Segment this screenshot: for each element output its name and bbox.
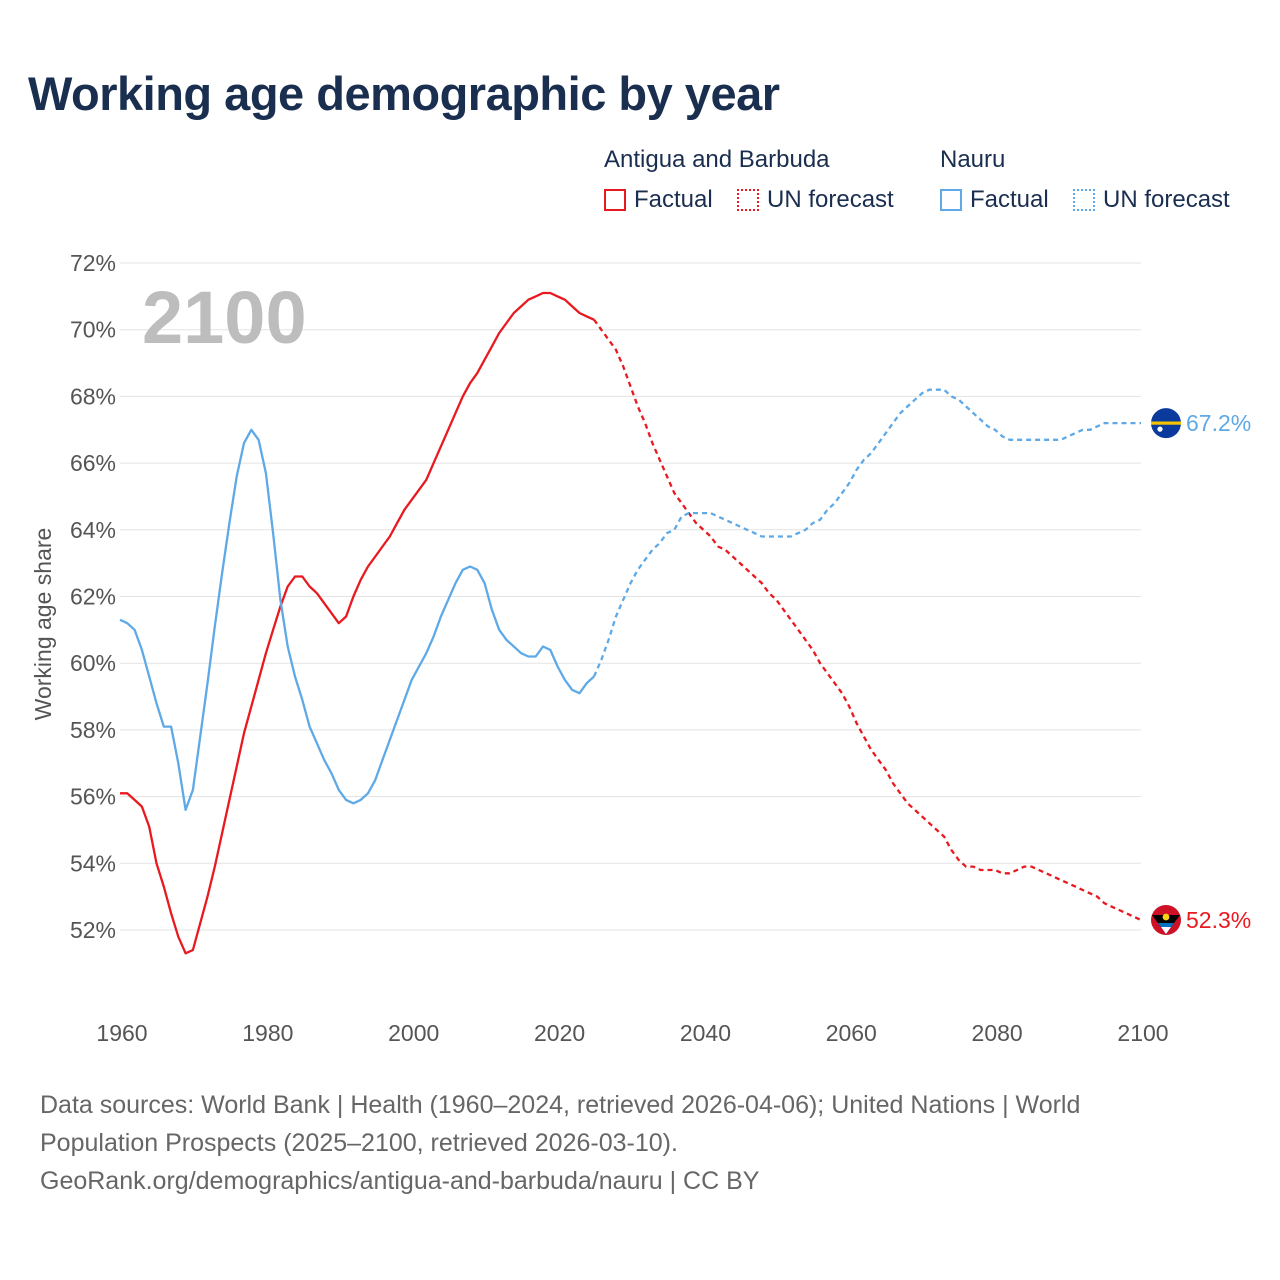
legend-swatch-dotted <box>737 189 759 211</box>
nauru-flag-icon <box>1151 408 1181 439</box>
x-tick-label: 2020 <box>534 1020 585 1046</box>
nauru-flag-star <box>1157 426 1163 432</box>
y-tick-label: 56% <box>70 784 116 810</box>
chart: 2100 Working age share 52% 54% 56% 58% 60% 62… <box>30 250 1251 1046</box>
x-tick-label: 1980 <box>242 1020 293 1046</box>
end-labels: 52.3% 67.2% <box>1186 410 1251 933</box>
legend-item-nauru-forecast[interactable]: UN forecast <box>1073 186 1230 214</box>
x-tick-label: 2060 <box>826 1020 877 1046</box>
antigua-flag-sun <box>1162 913 1170 921</box>
legend-item-antigua-forecast[interactable]: UN forecast <box>737 186 894 214</box>
y-tick-label: 52% <box>70 917 116 943</box>
series-line-antigua-forecast <box>593 319 1142 922</box>
y-tick-label: 60% <box>70 650 116 676</box>
series-line-nauru-factual <box>119 428 595 812</box>
legend-label: UN forecast <box>767 186 894 213</box>
y-tick-label: 64% <box>70 517 116 543</box>
end-label-antigua: 52.3% <box>1186 907 1251 933</box>
page-title: Working age demographic by year <box>28 67 780 120</box>
x-axis-ticks: 1960 1980 2000 2020 2040 2060 2080 2100 <box>96 1020 1168 1046</box>
x-tick-label: 2000 <box>388 1020 439 1046</box>
year-watermark: 2100 <box>142 276 307 359</box>
x-tick-label: 2040 <box>680 1020 731 1046</box>
y-tick-label: 72% <box>70 250 116 276</box>
y-axis-ticks: 52% 54% 56% 58% 60% 62% 64% 66% 68% 70% 72% <box>70 250 116 943</box>
end-label-nauru: 67.2% <box>1186 410 1251 436</box>
y-tick-label: 54% <box>70 850 116 876</box>
grid <box>120 262 1141 931</box>
x-tick-label: 2100 <box>1117 1020 1168 1046</box>
legend-label: UN forecast <box>1103 186 1230 213</box>
legend-swatch-solid <box>604 189 626 211</box>
y-axis-label: Working age share <box>30 528 56 721</box>
legend-swatch-dotted <box>1073 189 1095 211</box>
footer-line-2: Population Prospects (2025–2100, retriev… <box>40 1129 678 1157</box>
legend-group-title: Antigua and Barbuda <box>604 146 830 173</box>
legend-group-nauru: Nauru Factual UN forecast <box>940 146 1260 220</box>
footer-line-1: Data sources: World Bank | Health (1960–… <box>40 1091 1081 1119</box>
y-tick-label: 58% <box>70 717 116 743</box>
end-markers <box>1151 408 1181 935</box>
y-tick-label: 70% <box>70 317 116 343</box>
legend-swatch-solid <box>940 189 962 211</box>
legend-label: Factual <box>970 186 1049 213</box>
footer-sources: Data sources: World Bank | Health (1960–… <box>40 1086 1240 1200</box>
nauru-flag-stripe <box>1151 421 1181 425</box>
y-tick-label: 62% <box>70 584 116 610</box>
series-line-nauru-forecast <box>592 388 1141 677</box>
antigua-flag-band-white <box>1161 927 1171 934</box>
legend-group-title: Nauru <box>940 146 1006 173</box>
series-lines <box>119 291 1142 955</box>
antigua-flag-icon <box>1151 905 1181 935</box>
y-tick-label: 66% <box>70 450 116 476</box>
series-line-antigua-factual <box>120 291 595 955</box>
x-tick-label: 1960 <box>96 1020 147 1046</box>
legend-item-antigua-factual[interactable]: Factual <box>604 186 713 214</box>
x-tick-label: 2080 <box>972 1020 1023 1046</box>
legend-group-antigua: Antigua and Barbuda Factual UN forecast <box>604 146 924 220</box>
legend-item-nauru-factual[interactable]: Factual <box>940 186 1049 214</box>
legend-label: Factual <box>634 186 713 213</box>
y-tick-label: 68% <box>70 383 116 409</box>
footer-line-3: GeoRank.org/demographics/antigua-and-bar… <box>40 1167 760 1195</box>
